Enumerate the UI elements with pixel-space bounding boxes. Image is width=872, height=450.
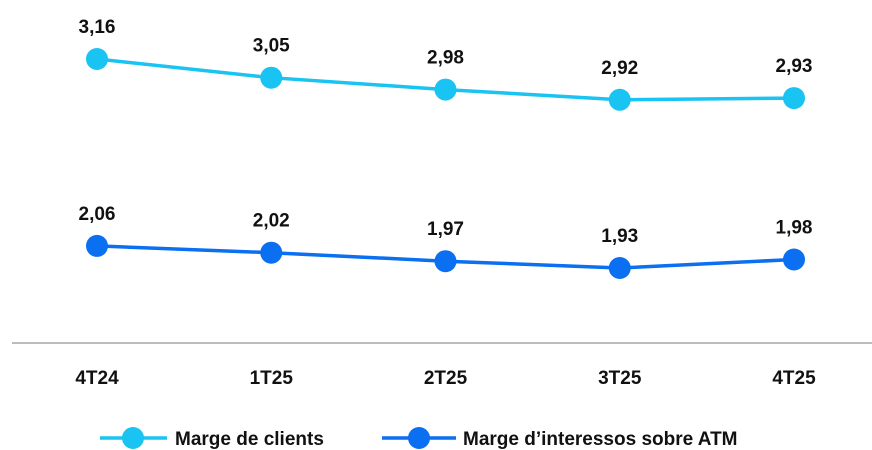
data-label-1-0: 2,06 (79, 204, 116, 225)
data-label-0-0: 3,16 (79, 17, 116, 38)
series-0: 3,16 3,05 2,98 2,92 2,93 (79, 17, 813, 111)
point-1-0 (86, 234, 108, 257)
x-tick-label-4: 4T25 (772, 368, 816, 389)
point-1-3 (608, 257, 631, 279)
legend-marker-1 (408, 427, 430, 449)
point-1-2 (434, 250, 457, 273)
data-label-0-1: 3,05 (253, 36, 290, 57)
data-label-1-3: 1,93 (601, 226, 638, 247)
legend: Marge de clients Marge d’interessos sobr… (100, 427, 738, 450)
point-0-1 (260, 66, 283, 89)
data-label-0-4: 2,93 (776, 56, 813, 77)
data-label-1-4: 1,98 (776, 218, 813, 239)
x-tick-label-0: 4T24 (75, 368, 119, 389)
x-tick-label-3: 3T25 (598, 368, 642, 389)
series-1: 2,06 2,02 1,97 1,93 1,98 (79, 204, 813, 279)
point-1-4 (783, 248, 805, 271)
data-label-1-1: 2,02 (253, 211, 290, 232)
legend-item-marge-de-clients: Marge de clients (100, 427, 324, 450)
point-0-0 (86, 48, 108, 70)
point-0-4 (783, 87, 805, 110)
point-0-3 (608, 88, 631, 111)
series-layer: 3,16 3,05 2,98 2,92 2,93 2,06 2,02 1,97 1,93 1,98 (79, 17, 813, 279)
legend-marker-0 (122, 427, 144, 449)
x-tick-label-1: 1T25 (250, 368, 294, 389)
point-0-2 (434, 78, 457, 101)
legend-label-1: Marge d’interessos sobre ATM (463, 429, 738, 450)
data-label-0-2: 2,98 (427, 48, 464, 69)
legend-item-marge-interessos: Marge d’interessos sobre ATM (382, 427, 738, 450)
legend-label-0: Marge de clients (175, 429, 324, 450)
point-1-1 (260, 241, 283, 264)
x-axis-labels: 4T24 1T25 2T25 3T25 4T25 (75, 368, 816, 389)
x-tick-label-2: 2T25 (424, 368, 468, 389)
data-label-0-3: 2,92 (601, 58, 638, 79)
data-label-1-2: 1,97 (427, 219, 464, 240)
